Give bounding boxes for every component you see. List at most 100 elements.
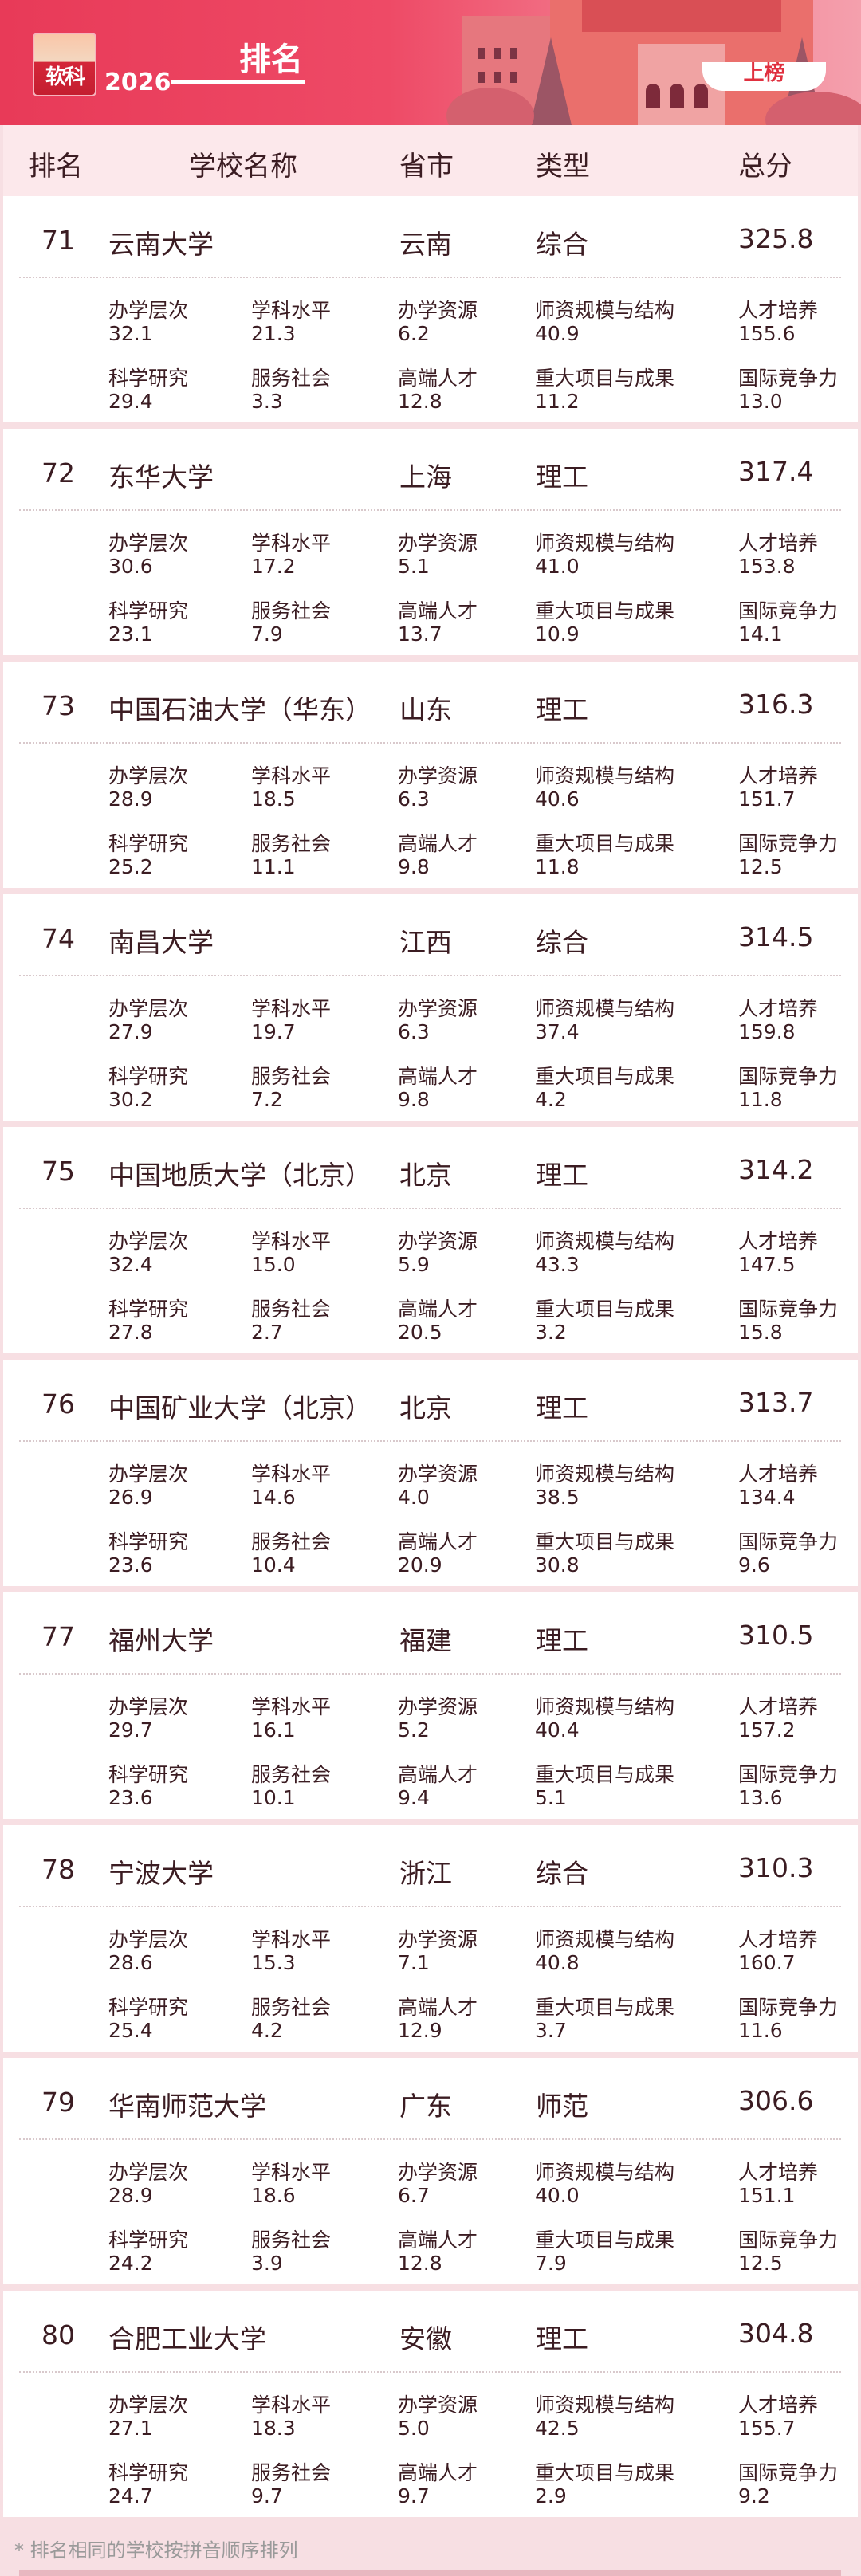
metric-label: 人才培养	[738, 764, 819, 787]
metric-label: 国际竞争力	[738, 1298, 839, 1321]
metric-value: 5.1	[398, 555, 430, 578]
table-row[interactable]: 73 中国石油大学（华东） 山东 理工 316.3 办学层次 28.9 学科水平 18.5 办学资…	[3, 662, 858, 888]
table-row[interactable]: 72 东华大学 上海 理工 317.4 办学层次 30.6 学科水平 17.2 办学资源 5.1 师资…	[3, 429, 858, 655]
metric-label: 人才培养	[738, 2161, 819, 2184]
metric-label: 服务社会	[251, 2461, 332, 2484]
table-row[interactable]: 75 中国地质大学（北京） 北京 理工 314.2 办学层次 32.4 学科水平 15.0 办学资…	[3, 1127, 858, 1353]
province-cell: 江西	[399, 927, 452, 958]
metric-label: 高端人才	[398, 1065, 478, 1088]
divider	[19, 975, 841, 976]
metric-label: 重大项目与成果	[535, 1065, 675, 1088]
total-score: 316.3	[738, 689, 814, 720]
table-row[interactable]: 71 云南大学 云南 综合 325.8 办学层次 32.1 学科水平 21.3 办学资源 6.2 师资…	[3, 196, 858, 422]
metric-label: 师资规模与结构	[535, 997, 675, 1020]
metric-label: 办学资源	[398, 997, 478, 1020]
metric-value: 42.5	[535, 2417, 580, 2440]
metric-value: 40.9	[535, 322, 580, 345]
metric-value: 12.5	[738, 2252, 783, 2275]
school-name: 华南师范大学	[108, 2091, 266, 2122]
metric-value: 27.9	[108, 1020, 153, 1043]
badge: 上榜	[702, 62, 826, 91]
rank-cell: 78	[41, 1854, 75, 1885]
metric-value: 7.1	[398, 1951, 430, 1974]
metric-value: 134.4	[738, 1486, 796, 1509]
metric-value: 3.3	[251, 390, 283, 413]
metric-value: 28.6	[108, 1951, 153, 1974]
metric-label: 国际竞争力	[738, 1996, 839, 2019]
divider	[19, 2371, 841, 2373]
metric-label: 学科水平	[251, 299, 332, 322]
total-score: 317.4	[738, 456, 814, 487]
table-row[interactable]: 79 华南师范大学 广东 师范 306.6 办学层次 28.9 学科水平 18.6 办学资源 6.7…	[3, 2058, 858, 2284]
metric-label: 办学资源	[398, 299, 478, 322]
metric-label: 高端人才	[398, 2228, 478, 2252]
metric-label: 师资规模与结构	[535, 532, 675, 555]
metric-label: 重大项目与成果	[535, 1530, 675, 1553]
metric-value: 9.8	[398, 1088, 430, 1111]
total-score: 304.8	[738, 2318, 814, 2349]
metric-label: 师资规模与结构	[535, 299, 675, 322]
metric-value: 155.7	[738, 2417, 796, 2440]
metric-value: 40.6	[535, 787, 580, 811]
metric-label: 学科水平	[251, 1463, 332, 1486]
metric-value: 14.6	[251, 1486, 296, 1509]
metric-value: 19.7	[251, 1020, 296, 1043]
metric-label: 办学层次	[108, 299, 189, 322]
metric-value: 27.8	[108, 1321, 153, 1344]
metric-value: 14.1	[738, 622, 783, 646]
type-cell: 理工	[536, 461, 588, 493]
metric-value: 29.7	[108, 1718, 153, 1742]
footnote: * 排名相同的学校按拼音顺序排列	[14, 2539, 298, 2562]
metric-label: 科学研究	[108, 1298, 189, 1321]
type-cell: 理工	[536, 1392, 588, 1423]
school-name: 合肥工业大学	[108, 2323, 266, 2354]
metric-label: 师资规模与结构	[535, 2161, 675, 2184]
title-underline	[171, 80, 305, 84]
metric-label: 科学研究	[108, 832, 189, 855]
province-cell: 北京	[399, 1392, 452, 1423]
total-score: 314.5	[738, 921, 814, 952]
table-row[interactable]: 76 中国矿业大学（北京） 北京 理工 313.7 办学层次 26.9 学科水平 14.6 办学资…	[3, 1360, 858, 1586]
metric-value: 25.4	[108, 2019, 153, 2042]
metric-value: 3.9	[251, 2252, 283, 2275]
metric-value: 11.8	[738, 1088, 783, 1111]
metric-label: 服务社会	[251, 599, 332, 622]
metric-value: 15.8	[738, 1321, 783, 1344]
province-cell: 北京	[399, 1160, 452, 1191]
rank-cell: 80	[41, 2319, 75, 2350]
metric-value: 4.2	[535, 1088, 567, 1111]
metric-label: 科学研究	[108, 599, 189, 622]
metric-value: 153.8	[738, 555, 796, 578]
metric-label: 科学研究	[108, 1996, 189, 2019]
metric-label: 重大项目与成果	[535, 2228, 675, 2252]
metric-label: 办学资源	[398, 532, 478, 555]
metric-value: 157.2	[738, 1718, 796, 1742]
metric-value: 4.2	[251, 2019, 283, 2042]
metric-value: 28.9	[108, 2184, 153, 2207]
metric-label: 师资规模与结构	[535, 764, 675, 787]
metric-label: 国际竞争力	[738, 2228, 839, 2252]
table-row[interactable]: 74 南昌大学 江西 综合 314.5 办学层次 27.9 学科水平 19.7 办学资源 6.3 师资…	[3, 894, 858, 1121]
metric-value: 41.0	[535, 555, 580, 578]
metric-label: 科学研究	[108, 1763, 189, 1786]
year-label: 2026	[104, 69, 171, 96]
school-name: 东华大学	[108, 461, 214, 493]
metric-label: 服务社会	[251, 367, 332, 390]
metric-label: 服务社会	[251, 1065, 332, 1088]
metric-label: 人才培养	[738, 997, 819, 1020]
table-row[interactable]: 80 合肥工业大学 安徽 理工 304.8 办学层次 27.1 学科水平 18.3 办学资源 5.0…	[3, 2291, 858, 2517]
metric-value: 6.3	[398, 1020, 430, 1043]
metric-label: 办学层次	[108, 1928, 189, 1951]
school-name: 云南大学	[108, 229, 214, 260]
metric-label: 服务社会	[251, 1298, 332, 1321]
metric-label: 办学资源	[398, 2393, 478, 2417]
table-row[interactable]: 77 福州大学 福建 理工 310.5 办学层次 29.7 学科水平 16.1 办学资源 5.2 师资…	[3, 1592, 858, 1819]
divider	[19, 2138, 841, 2140]
table-row[interactable]: 78 宁波大学 浙江 综合 310.3 办学层次 28.6 学科水平 15.3 办学资源 7.1 师资…	[3, 1825, 858, 2052]
metric-value: 6.7	[398, 2184, 430, 2207]
metric-value: 17.2	[251, 555, 296, 578]
logo-text: 软科	[45, 65, 85, 89]
metric-value: 3.2	[535, 1321, 567, 1344]
metric-label: 高端人才	[398, 1763, 478, 1786]
school-name: 中国矿业大学（北京）	[108, 1392, 372, 1423]
